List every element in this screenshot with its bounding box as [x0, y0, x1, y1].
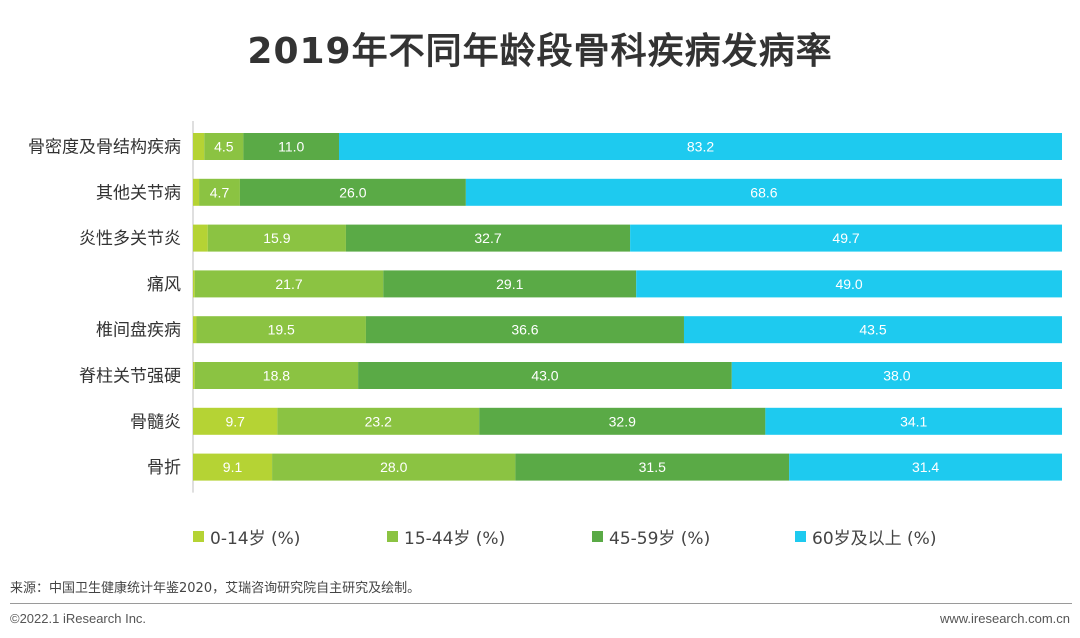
data-label-s2: 29.1	[496, 276, 523, 292]
data-label-s1: 23.2	[365, 413, 392, 429]
category-label: 骨髓炎	[130, 412, 181, 432]
bar-segment-s2	[515, 453, 790, 481]
bar-segment-s3	[465, 178, 1062, 206]
data-label-s3: 68.6	[750, 184, 777, 200]
data-label-s2: 31.5	[639, 459, 666, 475]
bar-segment-s2	[383, 270, 637, 298]
data-label-s3: 34.1	[900, 413, 927, 429]
bar-segment-s1	[207, 224, 346, 252]
data-label-s2: 32.9	[609, 413, 636, 429]
data-label-s2: 11.0	[278, 139, 304, 155]
legend-item-60plus: 60岁及以上 (%)	[795, 524, 937, 549]
data-label-s2: 26.0	[339, 184, 366, 200]
category-label: 痛风	[147, 275, 181, 295]
bar-segment-s2	[365, 316, 684, 344]
bar-segment-s0	[193, 224, 208, 252]
bar-segment-s1	[199, 178, 240, 206]
bar-segment-s0	[193, 316, 197, 344]
bar-segment-s0	[193, 178, 200, 206]
bar-segment-s2	[479, 407, 766, 435]
bar-segment-s1	[272, 453, 516, 481]
data-label-s1: 15.9	[263, 230, 290, 246]
bar-segment-s1	[194, 270, 384, 298]
data-label-s2: 36.6	[511, 322, 538, 338]
bar-segment-s3	[789, 453, 1062, 481]
data-label-s3: 43.5	[859, 322, 886, 338]
bar-segment-s1	[277, 407, 480, 435]
footer-divider	[10, 603, 1072, 604]
legend-swatch-45-59	[592, 530, 603, 542]
bar-segment-s2	[358, 362, 732, 389]
copyright-text: ©2022.1 iResearch Inc.	[10, 611, 147, 626]
data-label-s3: 38.0	[883, 368, 910, 384]
data-label-s3: 49.7	[832, 230, 859, 246]
legend-swatch-0-14	[193, 530, 204, 542]
website-link[interactable]: www.iresearch.com.cn	[939, 611, 1070, 626]
chart-title: 2019年不同年龄段骨科疾病发病率	[247, 31, 833, 72]
bar-segment-s0	[193, 453, 273, 481]
bar-segment-s2	[239, 178, 466, 206]
bar-segment-s3	[731, 362, 1062, 389]
bar-segment-s3	[338, 133, 1062, 160]
category-label: 其他关节病	[96, 183, 181, 203]
bar-segment-s3	[630, 224, 1062, 252]
bar-segment-s0	[193, 133, 205, 160]
bar-segment-s1	[194, 362, 359, 389]
category-label: 脊柱关节强硬	[79, 367, 181, 387]
legend-swatch-15-44	[387, 530, 398, 542]
data-label-s1: 28.0	[380, 459, 407, 475]
data-label-s1: 4.7	[210, 184, 230, 200]
legend-item-15-44: 15-44岁 (%)	[387, 524, 506, 549]
data-label-s3: 49.0	[835, 276, 862, 292]
legend-label-15-44: 15-44岁 (%)	[404, 528, 506, 549]
legend-item-0-14: 0-14岁 (%)	[193, 524, 301, 549]
source-note: 来源：中国卫生健康统计年鉴2020，艾瑞咨询研究院自主研究及绘制。	[10, 581, 421, 596]
legend-item-45-59: 45-59岁 (%)	[592, 524, 711, 549]
legend-label-0-14: 0-14岁 (%)	[210, 528, 301, 549]
legend-swatch-60plus	[795, 530, 806, 542]
category-label: 骨折	[147, 458, 181, 478]
bar-segment-s3	[683, 316, 1062, 344]
category-label: 骨密度及骨结构疾病	[28, 138, 181, 158]
bar-segment-s0	[193, 270, 195, 298]
bar-segment-s3	[765, 407, 1062, 435]
data-label-s1: 19.5	[268, 322, 295, 338]
data-label-s0: 9.1	[223, 459, 243, 475]
legend-label-60plus: 60岁及以上 (%)	[812, 528, 937, 549]
chart-legend: 0-14岁 (%) 15-44岁 (%) 45-59岁 (%) 60岁及以上 (…	[0, 524, 1080, 549]
data-label-s2: 43.0	[531, 368, 558, 384]
category-label: 椎间盘疾病	[96, 321, 181, 341]
data-label-s3: 31.4	[912, 459, 939, 475]
bar-segment-s1	[196, 316, 366, 344]
legend-label-45-59: 45-59岁 (%)	[609, 528, 711, 549]
bar-segment-s0	[193, 407, 278, 435]
data-label-s1: 18.8	[263, 368, 290, 384]
data-label-s0: 9.7	[225, 413, 245, 429]
data-label-s1: 21.7	[275, 276, 302, 292]
data-label-s2: 32.7	[474, 230, 501, 246]
category-label: 炎性多关节炎	[79, 229, 181, 249]
data-label-s3: 83.2	[687, 139, 714, 155]
bar-segment-s1	[204, 133, 244, 160]
data-label-s1: 4.5	[214, 139, 234, 155]
stacked-bar-chart: 骨密度及骨结构疾病 4.5 11.0 83.2 其他关节病 4.7 26.0 68.6 炎性多关…	[28, 121, 1062, 493]
bar-segment-s0	[193, 362, 195, 389]
bar-segment-s2	[345, 224, 631, 252]
bar-segment-s3	[636, 270, 1062, 298]
bar-segment-s2	[243, 133, 339, 160]
